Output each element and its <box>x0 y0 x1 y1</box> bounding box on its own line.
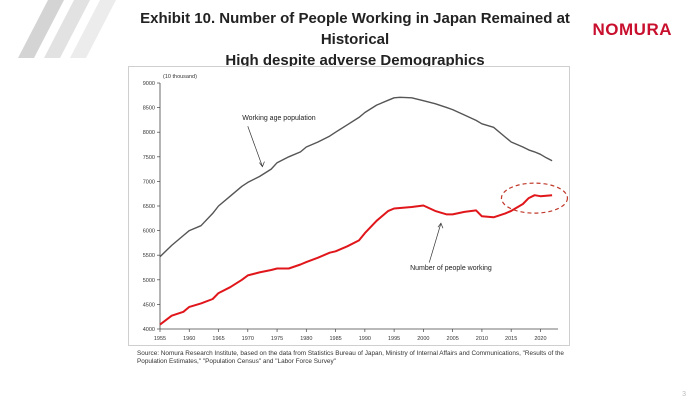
x-tick-label: 1970 <box>242 336 254 342</box>
x-tick-label: 1995 <box>388 336 400 342</box>
page-title: Exhibit 10. Number of People Working in … <box>120 8 590 71</box>
x-tick-label: 1965 <box>212 336 224 342</box>
y-tick-label: 4500 <box>143 302 155 308</box>
header-band: Exhibit 10. Number of People Working in … <box>0 0 700 69</box>
nomura-watermark-icon <box>18 0 116 58</box>
y-tick-label: 6500 <box>143 204 155 210</box>
x-tick-label: 2005 <box>447 336 459 342</box>
annotation-people-working: Number of people working <box>410 265 492 272</box>
x-tick-label: 2020 <box>534 336 546 342</box>
y-tick-label: 4000 <box>143 327 155 333</box>
title-line-2: High despite adverse Demographics <box>225 52 485 69</box>
title-line-1: Exhibit 10. Number of People Working in … <box>140 10 570 48</box>
x-tick-label: 2015 <box>505 336 517 342</box>
y-tick-label: 8500 <box>143 106 155 112</box>
x-tick-label: 1975 <box>271 336 283 342</box>
y-tick-label: 8000 <box>143 130 155 136</box>
x-tick-label: 1980 <box>300 336 312 342</box>
y-tick-label: 6000 <box>143 229 155 235</box>
working-age-population-line <box>159 96 553 258</box>
chart-frame <box>128 66 570 346</box>
page-number: 3 <box>682 391 686 398</box>
source-note: Source: Nomura Research Institute, based… <box>137 350 564 365</box>
y-tick-label: 7000 <box>143 179 155 185</box>
brand-logo: NOMURA <box>592 20 672 39</box>
arrowhead-icon <box>259 161 265 168</box>
annotation-arrow-people-working <box>428 223 442 263</box>
x-tick-label: 1990 <box>359 336 371 342</box>
arrowhead-icon <box>437 222 444 229</box>
people-working-line <box>159 194 553 326</box>
y-tick-label: 5000 <box>143 278 155 284</box>
x-tick-label: 2000 <box>417 336 429 342</box>
x-tick-label: 1960 <box>183 336 195 342</box>
x-tick-label: 1985 <box>329 336 341 342</box>
annotation-arrow-working-age <box>247 126 263 167</box>
y-tick-label: 9000 <box>143 81 155 87</box>
y-tick-label: 7500 <box>143 155 155 161</box>
unit-label: (10 thousand) <box>163 74 197 80</box>
line-chart: (10 thousand) 4000 4500 5000 5500 6000 6500 700… <box>143 74 568 342</box>
annotation-working-age-population: Working age population <box>242 115 316 122</box>
y-tick-label: 5500 <box>143 253 155 259</box>
highlight-circle <box>500 182 568 214</box>
x-tick-label: 1955 <box>154 336 166 342</box>
x-tick-label: 2010 <box>476 336 488 342</box>
